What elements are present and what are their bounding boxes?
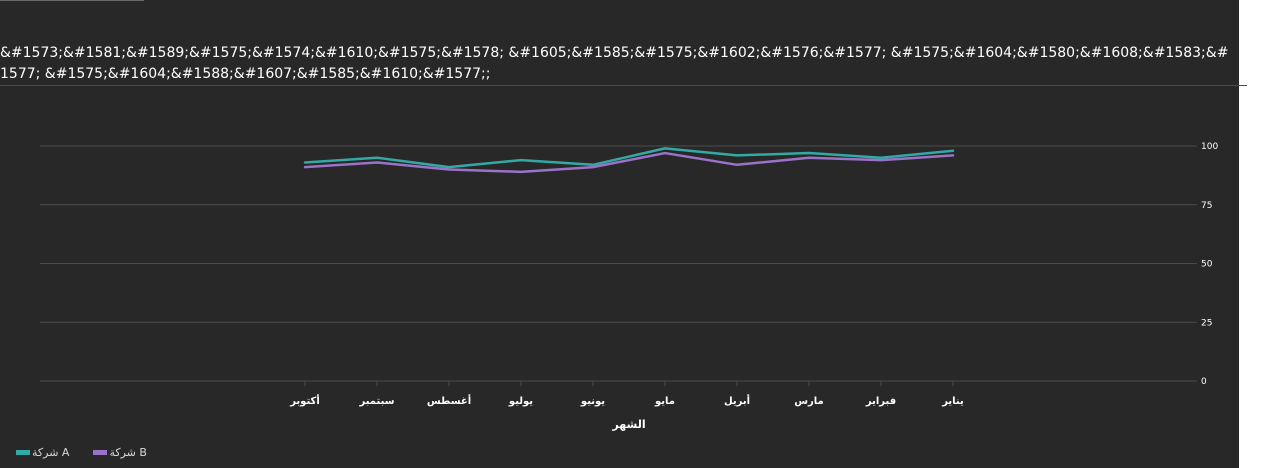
y-tick-label: 25 [1201, 318, 1212, 328]
series-line-a [303, 147, 955, 169]
y-axis-ticks: 0 25 50 75 100 [1201, 142, 1218, 387]
title-divider [0, 85, 1247, 86]
x-axis-ticks: يناير فبراير مارس أبريل مايو يونيو يوليو أغسطس س… [289, 381, 964, 407]
series-line-b [303, 151, 955, 174]
legend-label-series-b: شركة B [109, 446, 147, 459]
x-tick-label: يوليو [508, 396, 533, 407]
x-axis-label: الشهر [611, 418, 645, 431]
chart-panel [0, 0, 1239, 468]
legend: شركة A شركة B [16, 446, 147, 459]
y-tick-label: 50 [1201, 260, 1213, 270]
x-tick-label: سبتمبر [358, 396, 394, 407]
y-tick-label: 75 [1201, 201, 1212, 211]
x-tick-label: أبريل [724, 394, 750, 407]
y-tick-label: 0 [1201, 377, 1207, 387]
x-tick-label: يونيو [580, 396, 605, 407]
legend-swatch-series-a [16, 450, 30, 455]
line-chart: 0 25 50 75 100 يناير فبراير مارس أبريل مايو يونيو… [40, 142, 1218, 431]
chart-title: &#1573;&#1581;&#1589;&#1575;&#1574;&#161… [0, 45, 1229, 82]
x-tick-label: أكتوبر [289, 394, 320, 407]
x-tick-label: يناير [941, 396, 964, 407]
gridlines [40, 145, 1197, 382]
legend-swatch-series-b [93, 450, 108, 455]
y-tick-label: 100 [1201, 142, 1218, 152]
legend-item-series-b[interactable]: شركة B [93, 446, 147, 459]
x-tick-label: مايو [654, 396, 675, 407]
x-tick-label: مارس [794, 396, 824, 407]
legend-label-series-a: شركة A [32, 446, 70, 459]
series-lines [303, 147, 955, 174]
legend-item-series-a[interactable]: شركة A [16, 446, 69, 459]
x-tick-label: أغسطس [427, 394, 471, 407]
x-tick-label: فبراير [865, 396, 896, 407]
top-divider [0, 0, 144, 1]
